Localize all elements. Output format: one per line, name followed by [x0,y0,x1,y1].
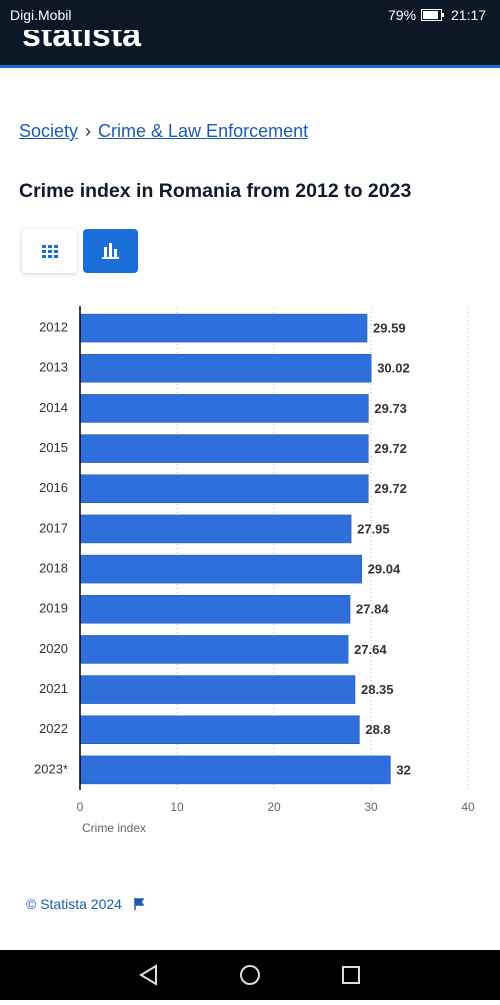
breadcrumb-separator: › [85,121,92,141]
data-label: 29.59 [373,321,406,336]
site-header: statista [0,30,500,68]
y-tick-label: 2013 [39,360,68,375]
bar [79,715,360,744]
breadcrumb-link[interactable]: Society [19,121,79,141]
bar [79,755,391,785]
grid-icon [42,245,58,258]
data-label: 27.64 [354,642,387,657]
bar [79,595,351,624]
y-tick-label: 2014 [39,400,68,415]
data-label: 27.84 [356,602,389,617]
copyright[interactable]: © Statista 2024 [26,896,122,912]
y-tick-label: 2018 [39,561,68,576]
data-label: 29.72 [374,481,407,496]
chart-title: Crime index in Romania from 2012 to 2023 [19,180,412,202]
x-tick-label: 30 [364,800,378,814]
status-bar: Digi.Mobil 79% 21:17 [0,0,500,30]
x-tick-label: 10 [170,800,184,814]
home-button[interactable] [240,965,260,985]
clock: 21:17 [451,7,487,23]
y-tick-label: 2012 [39,320,68,335]
data-label: 27.95 [357,521,390,536]
x-tick-label: 0 [77,800,84,814]
battery: 79% [388,7,417,23]
recents-button[interactable] [342,966,360,984]
data-label: 28.8 [365,722,390,737]
x-axis-label: Crime index [82,821,146,835]
y-tick-label: 2020 [39,641,68,656]
nav-icons [139,964,360,986]
y-tick-label: 2021 [39,681,68,696]
breadcrumb-link[interactable]: Crime & Law Enforcement [98,121,309,141]
navigation-bar [0,950,500,1000]
battery-icon [421,9,444,21]
data-label: 30.02 [377,361,410,376]
data-label: 29.72 [374,441,407,456]
footer: © Statista 2024 [26,896,146,912]
back-button[interactable] [139,964,157,986]
data-label: 29.73 [374,401,407,416]
y-tick-label: 2022 [39,721,68,736]
y-tick-label: 2015 [39,440,68,455]
bar [79,675,356,704]
table-view-button[interactable] [22,229,77,273]
bar [79,354,372,383]
bar [79,635,349,664]
data-label: 28.35 [361,682,394,697]
data-label: 29.04 [368,562,401,577]
breadcrumb: Society › Crime & Law Enforcement [19,121,308,142]
bar [79,514,352,544]
y-tick-label: 2023* [34,761,68,776]
flag-icon[interactable] [132,897,146,911]
x-tick-label: 40 [461,800,475,814]
data-label: 32 [396,762,410,777]
carrier: Digi.Mobil [10,7,72,23]
chart: 0 10 20 30 40 Crime index 2012 29.59 2013 30.02 20… [34,306,475,835]
bar [79,554,362,584]
chart-view-button[interactable] [83,229,138,273]
logo[interactable]: statista [22,30,142,54]
bar [79,394,369,423]
y-tick-label: 2016 [39,480,68,495]
y-tick-label: 2019 [39,601,68,616]
bar [79,313,368,343]
bar [79,474,369,503]
y-tick-label: 2017 [39,520,68,535]
bar [79,434,369,463]
bar-icon [102,243,119,259]
x-tick-label: 20 [267,800,281,814]
